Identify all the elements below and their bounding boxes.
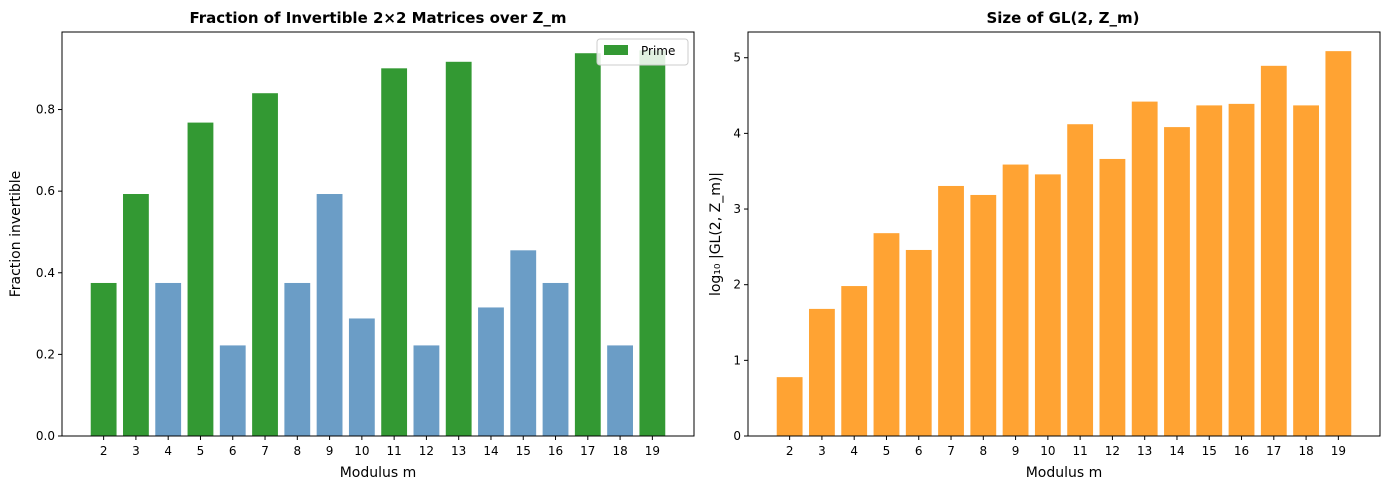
x-tick-label: 14: [1169, 444, 1184, 458]
x-tick-label: 13: [1137, 444, 1152, 458]
bar-m-16: [1228, 103, 1255, 437]
bar-m-9: [316, 194, 343, 436]
x-axis-label: Modulus m: [1026, 465, 1103, 481]
bar-m-6: [905, 249, 932, 436]
y-tick-label: 4: [733, 126, 741, 140]
bar-m-6: [219, 345, 246, 436]
x-tick-label: 9: [326, 444, 334, 458]
bar-m-7: [938, 185, 964, 436]
bar-m-4: [155, 282, 182, 436]
x-tick-label: 4: [164, 444, 172, 458]
bar-m-5: [873, 233, 900, 436]
bar-m-3: [123, 194, 149, 436]
bar-m-3: [809, 308, 835, 436]
bar-m-11: [1067, 124, 1094, 436]
y-tick-label: 5: [733, 51, 741, 65]
y-tick-label: 0.2: [36, 347, 55, 361]
y-axis-label: log₁₀ |GL(2, Z_m)|: [708, 172, 724, 296]
bar-m-19: [639, 50, 666, 437]
x-tick-label: 14: [483, 444, 498, 458]
x-tick-label: 3: [818, 444, 826, 458]
bar-m-5: [187, 122, 214, 436]
bar-m-11: [381, 68, 408, 436]
x-tick-label: 2: [100, 444, 108, 458]
bar-m-17: [1260, 65, 1287, 436]
x-tick-label: 4: [850, 444, 858, 458]
bar-m-8: [970, 194, 997, 436]
bar-m-12: [1099, 158, 1126, 436]
x-tick-label: 8: [979, 444, 987, 458]
x-tick-label: 19: [645, 444, 660, 458]
chart-title: Size of GL(2, Z_m): [986, 9, 1139, 27]
y-axis-label: Fraction invertible: [8, 171, 24, 298]
y-tick-label: 0.8: [36, 103, 55, 117]
y-tick-label: 0.6: [36, 184, 55, 198]
legend-swatch-prime: [604, 45, 628, 55]
x-tick-label: 13: [451, 444, 466, 458]
bar-m-15: [510, 250, 537, 436]
chart-fraction-invertible: Fraction of Invertible 2×2 Matrices over…: [8, 9, 695, 481]
x-tick-label: 12: [1105, 444, 1120, 458]
x-tick-label: 10: [1040, 444, 1055, 458]
bar-m-12: [413, 345, 440, 436]
x-tick-label: 11: [386, 444, 401, 458]
x-tick-label: 18: [1298, 444, 1313, 458]
x-tick-label: 10: [354, 444, 369, 458]
x-tick-label: 9: [1012, 444, 1020, 458]
bar-m-19: [1325, 51, 1352, 436]
x-tick-label: 7: [261, 444, 269, 458]
x-tick-label: 3: [132, 444, 140, 458]
y-tick-label: 0.0: [36, 429, 55, 443]
y-tick-label: 1: [733, 353, 741, 367]
bar-m-18: [607, 345, 633, 436]
x-tick-label: 17: [580, 444, 595, 458]
x-tick-label: 11: [1072, 444, 1087, 458]
bar-m-2: [90, 282, 117, 436]
x-tick-label: 12: [419, 444, 434, 458]
bar-m-13: [1131, 101, 1158, 436]
bar-m-10: [1034, 174, 1061, 436]
bar-m-8: [284, 282, 311, 436]
bar-m-15: [1196, 105, 1223, 436]
bar-m-16: [542, 282, 569, 436]
x-tick-label: 2: [786, 444, 794, 458]
bar-m-18: [1293, 105, 1319, 436]
bar-m-14: [1164, 127, 1190, 436]
x-tick-label: 16: [1234, 444, 1249, 458]
x-tick-label: 8: [293, 444, 301, 458]
x-tick-label: 5: [197, 444, 205, 458]
bar-m-13: [445, 61, 472, 436]
bar-m-14: [478, 307, 504, 436]
y-tick-label: 0.4: [36, 266, 55, 280]
plot-frame: [61, 31, 695, 437]
x-tick-label: 7: [947, 444, 955, 458]
bar-m-10: [348, 318, 375, 436]
x-tick-label: 16: [548, 444, 563, 458]
x-tick-label: 6: [915, 444, 923, 458]
x-tick-label: 15: [1202, 444, 1217, 458]
plot-frame: [747, 31, 1381, 437]
x-axis-label: Modulus m: [340, 465, 417, 481]
chart-title: Fraction of Invertible 2×2 Matrices over…: [190, 9, 567, 27]
y-tick-label: 0: [733, 429, 741, 443]
y-tick-label: 3: [733, 202, 741, 216]
x-tick-label: 5: [883, 444, 891, 458]
x-tick-label: 18: [612, 444, 627, 458]
x-tick-label: 17: [1266, 444, 1281, 458]
x-tick-label: 19: [1331, 444, 1346, 458]
legend-label-prime: Prime: [641, 44, 675, 58]
legend: Prime: [596, 38, 689, 66]
x-tick-label: 6: [229, 444, 237, 458]
bar-m-2: [776, 377, 803, 436]
bar-m-7: [252, 93, 278, 437]
bar-m-9: [1002, 164, 1029, 437]
bar-m-17: [574, 53, 601, 436]
x-tick-label: 15: [516, 444, 531, 458]
bar-m-4: [841, 286, 868, 436]
y-tick-label: 2: [733, 278, 741, 292]
